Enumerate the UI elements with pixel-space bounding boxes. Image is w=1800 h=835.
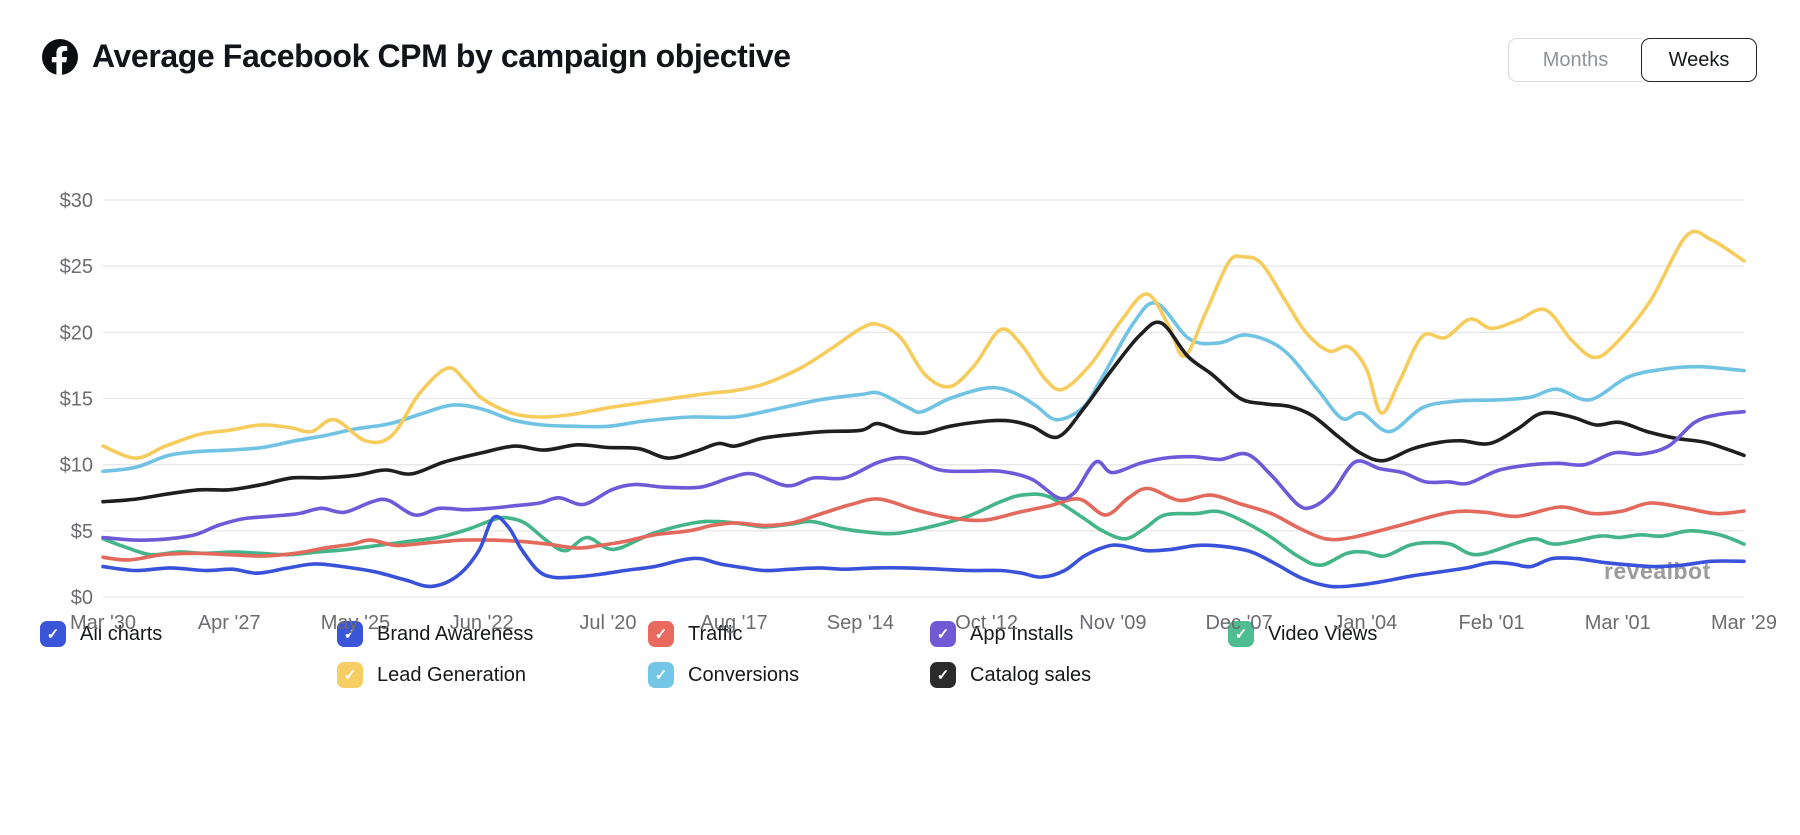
x-axis-tick-label: Jun '22 xyxy=(450,612,514,634)
checkbox-all-charts[interactable]: ✓ xyxy=(40,621,66,647)
x-axis-tick-label: Mar '29 xyxy=(1711,612,1777,634)
x-axis-tick-label: Feb '01 xyxy=(1458,612,1524,634)
x-axis-tick-label: Dec '07 xyxy=(1205,612,1272,634)
series-line-brand-awareness xyxy=(101,514,1746,589)
header: Average Facebook CPM by campaign objecti… xyxy=(42,38,791,75)
x-axis-tick-label: Jul '20 xyxy=(579,612,636,634)
checkbox-catalog-sales[interactable]: ✓ xyxy=(930,662,956,688)
legend-item-app-installs[interactable]: ✓ App Installs xyxy=(930,620,1073,648)
legend-label: Lead Generation xyxy=(377,663,527,686)
checkbox-video-views[interactable]: ✓ xyxy=(1228,621,1254,647)
series-line-traffic xyxy=(101,486,1746,562)
legend-label: Traffic xyxy=(688,622,743,645)
legend-item-video-views[interactable]: ✓ Video Views xyxy=(1228,620,1377,648)
legend-label: Video Views xyxy=(1268,622,1378,645)
series-line-catalog-sales xyxy=(101,320,1746,504)
legend-item-all-charts[interactable]: ✓ All charts xyxy=(40,620,162,648)
page-title: Average Facebook CPM by campaign objecti… xyxy=(92,38,791,74)
y-axis-tick-label: $25 xyxy=(60,256,93,278)
y-axis-tick-label: $5 xyxy=(71,521,93,543)
checkbox-conversions[interactable]: ✓ xyxy=(648,662,674,688)
toggle-months-button[interactable]: Months xyxy=(1508,38,1642,82)
legend-item-lead-generation[interactable]: ✓ Lead Generation xyxy=(337,661,526,689)
legend-item-catalog-sales[interactable]: ✓ Catalog sales xyxy=(930,661,1091,689)
legend-item-traffic[interactable]: ✓ Traffic xyxy=(648,620,742,648)
legend-label: App Installs xyxy=(970,622,1074,645)
x-axis-tick-label: Oct '12 xyxy=(955,612,1018,634)
facebook-icon xyxy=(42,38,78,75)
y-axis-tick-label: $15 xyxy=(60,389,93,411)
legend-label: All charts xyxy=(80,622,163,645)
x-axis-tick-label: Aug '17 xyxy=(701,612,768,634)
y-axis-tick-label: $30 xyxy=(60,190,93,212)
y-axis-tick-label: $10 xyxy=(60,455,93,477)
series-line-conversions xyxy=(101,300,1746,474)
interval-toggle: Months Weeks xyxy=(1508,38,1757,82)
x-axis-tick-label: Mar '01 xyxy=(1585,612,1651,634)
legend-label: Conversions xyxy=(688,663,800,686)
checkbox-brand-awareness[interactable]: ✓ xyxy=(337,621,363,647)
x-axis-tick-label: Apr '27 xyxy=(198,612,261,634)
checkbox-traffic[interactable]: ✓ xyxy=(648,621,674,647)
series-line-video-views xyxy=(101,492,1746,568)
legend-item-brand-awareness[interactable]: ✓ Brand Awareness xyxy=(337,620,533,648)
series-line-app-installs xyxy=(101,409,1746,542)
toggle-weeks-button[interactable]: Weeks xyxy=(1641,38,1757,82)
x-axis-tick-label: Nov '09 xyxy=(1079,612,1146,634)
checkbox-lead-generation[interactable]: ✓ xyxy=(337,662,363,688)
x-axis-tick-label: Sep '14 xyxy=(827,612,894,634)
cpm-line-chart: $0 $5 $10 $15 $20 $25 $30 Mar '30 Apr '27 May '25… xyxy=(60,190,1777,634)
y-axis-tick-label: $0 xyxy=(71,587,93,609)
legend-label: Brand Awareness xyxy=(377,622,534,645)
checkbox-app-installs[interactable]: ✓ xyxy=(930,621,956,647)
series-line-lead-generation xyxy=(101,229,1746,460)
x-axis-tick-label: Jan '04 xyxy=(1333,612,1397,634)
y-axis-tick-label: $20 xyxy=(60,322,93,344)
legend-item-conversions[interactable]: ✓ Conversions xyxy=(648,661,799,689)
legend-label: Catalog sales xyxy=(970,663,1092,686)
x-axis-tick-label: May '25 xyxy=(321,612,390,634)
x-axis-tick-label: Mar '30 xyxy=(70,612,136,634)
